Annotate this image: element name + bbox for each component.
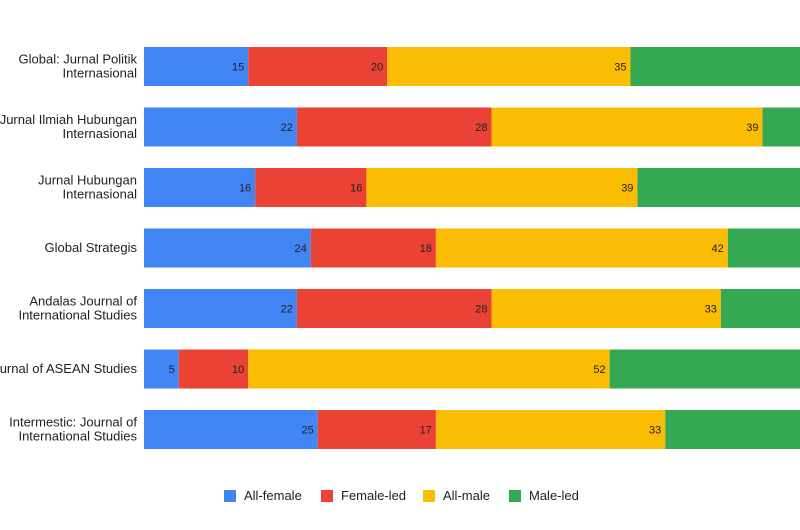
data-label: 16 — [350, 183, 362, 195]
bar-segment — [144, 47, 249, 86]
bar-segment — [317, 410, 436, 449]
bar-segment — [609, 349, 800, 389]
bar-segment — [144, 107, 297, 147]
bar-segment — [637, 168, 800, 207]
data-label: 33 — [649, 425, 661, 437]
data-label: 42 — [712, 243, 724, 255]
data-label: 15 — [232, 62, 244, 74]
data-label: 20 — [371, 62, 383, 74]
legend-swatch — [224, 490, 236, 502]
bars-area: 15 20 35 22 28 39 16 16 39 24 18 42 22 28 33 5 10 52 25 17 3… — [144, 47, 800, 449]
data-label: 28 — [475, 122, 487, 134]
bar-segment — [144, 349, 179, 389]
data-label: 35 — [614, 62, 626, 74]
data-label: 39 — [621, 183, 633, 195]
bar-segment — [296, 107, 492, 147]
bar-segment — [310, 228, 436, 268]
data-label: 5 — [169, 364, 175, 376]
legend-swatch — [509, 490, 521, 502]
category-label: Andalas Journal of International Studies — [18, 294, 137, 323]
legend-label: Male-led — [529, 488, 579, 503]
bar-segment — [178, 349, 249, 389]
data-label: 24 — [295, 243, 307, 255]
data-label: 22 — [281, 304, 293, 316]
bar-segment — [435, 410, 666, 449]
bar-segment — [720, 289, 800, 328]
bar-segment — [366, 168, 638, 207]
bar-segment — [144, 289, 297, 328]
category-label: Intermestic: Journal of International Stu… — [9, 415, 137, 444]
data-label: 16 — [239, 183, 251, 195]
bar-segment — [255, 168, 367, 207]
bar-segment — [491, 107, 763, 147]
bar-segment — [435, 228, 728, 268]
bar-segment — [665, 410, 800, 449]
bar-segment — [387, 47, 631, 86]
bar-segment — [296, 289, 492, 328]
data-label: 22 — [281, 122, 293, 134]
category-labels: Global: Jurnal Politik Internasional Jurna… — [0, 52, 137, 444]
data-label: 18 — [420, 243, 432, 255]
category-label: Jurnal Ilmiah Hubungan Internasional — [0, 112, 137, 141]
data-label: 52 — [593, 364, 605, 376]
legend-swatch — [423, 490, 435, 502]
data-label: 39 — [746, 122, 758, 134]
bar-segment — [491, 289, 721, 328]
bar-segment — [144, 228, 311, 268]
category-label: Journal of ASEAN Studies — [0, 361, 137, 376]
data-label: 25 — [302, 425, 314, 437]
bar-segment — [144, 410, 318, 449]
bar-segment — [630, 47, 800, 86]
category-label: Jurnal Hubungan Internasional — [38, 173, 137, 202]
data-label: 28 — [475, 304, 487, 316]
bar-segment — [727, 228, 800, 268]
bar-segment — [248, 47, 388, 86]
category-label: Global Strategis — [45, 240, 138, 255]
legend-label: All-male — [443, 488, 490, 503]
legend: All-female Female-led All-male Male-led — [224, 488, 579, 503]
legend-swatch — [321, 490, 333, 502]
data-label: 17 — [420, 425, 432, 437]
data-label: 33 — [705, 304, 717, 316]
legend-label: Female-led — [341, 488, 406, 503]
bar-segment — [762, 107, 800, 147]
legend-label: All-female — [244, 488, 302, 503]
bar-segment — [248, 349, 610, 389]
category-label: Global: Jurnal Politik Internasional — [19, 52, 138, 81]
bar-segment — [144, 168, 256, 207]
data-label: 10 — [232, 364, 244, 376]
